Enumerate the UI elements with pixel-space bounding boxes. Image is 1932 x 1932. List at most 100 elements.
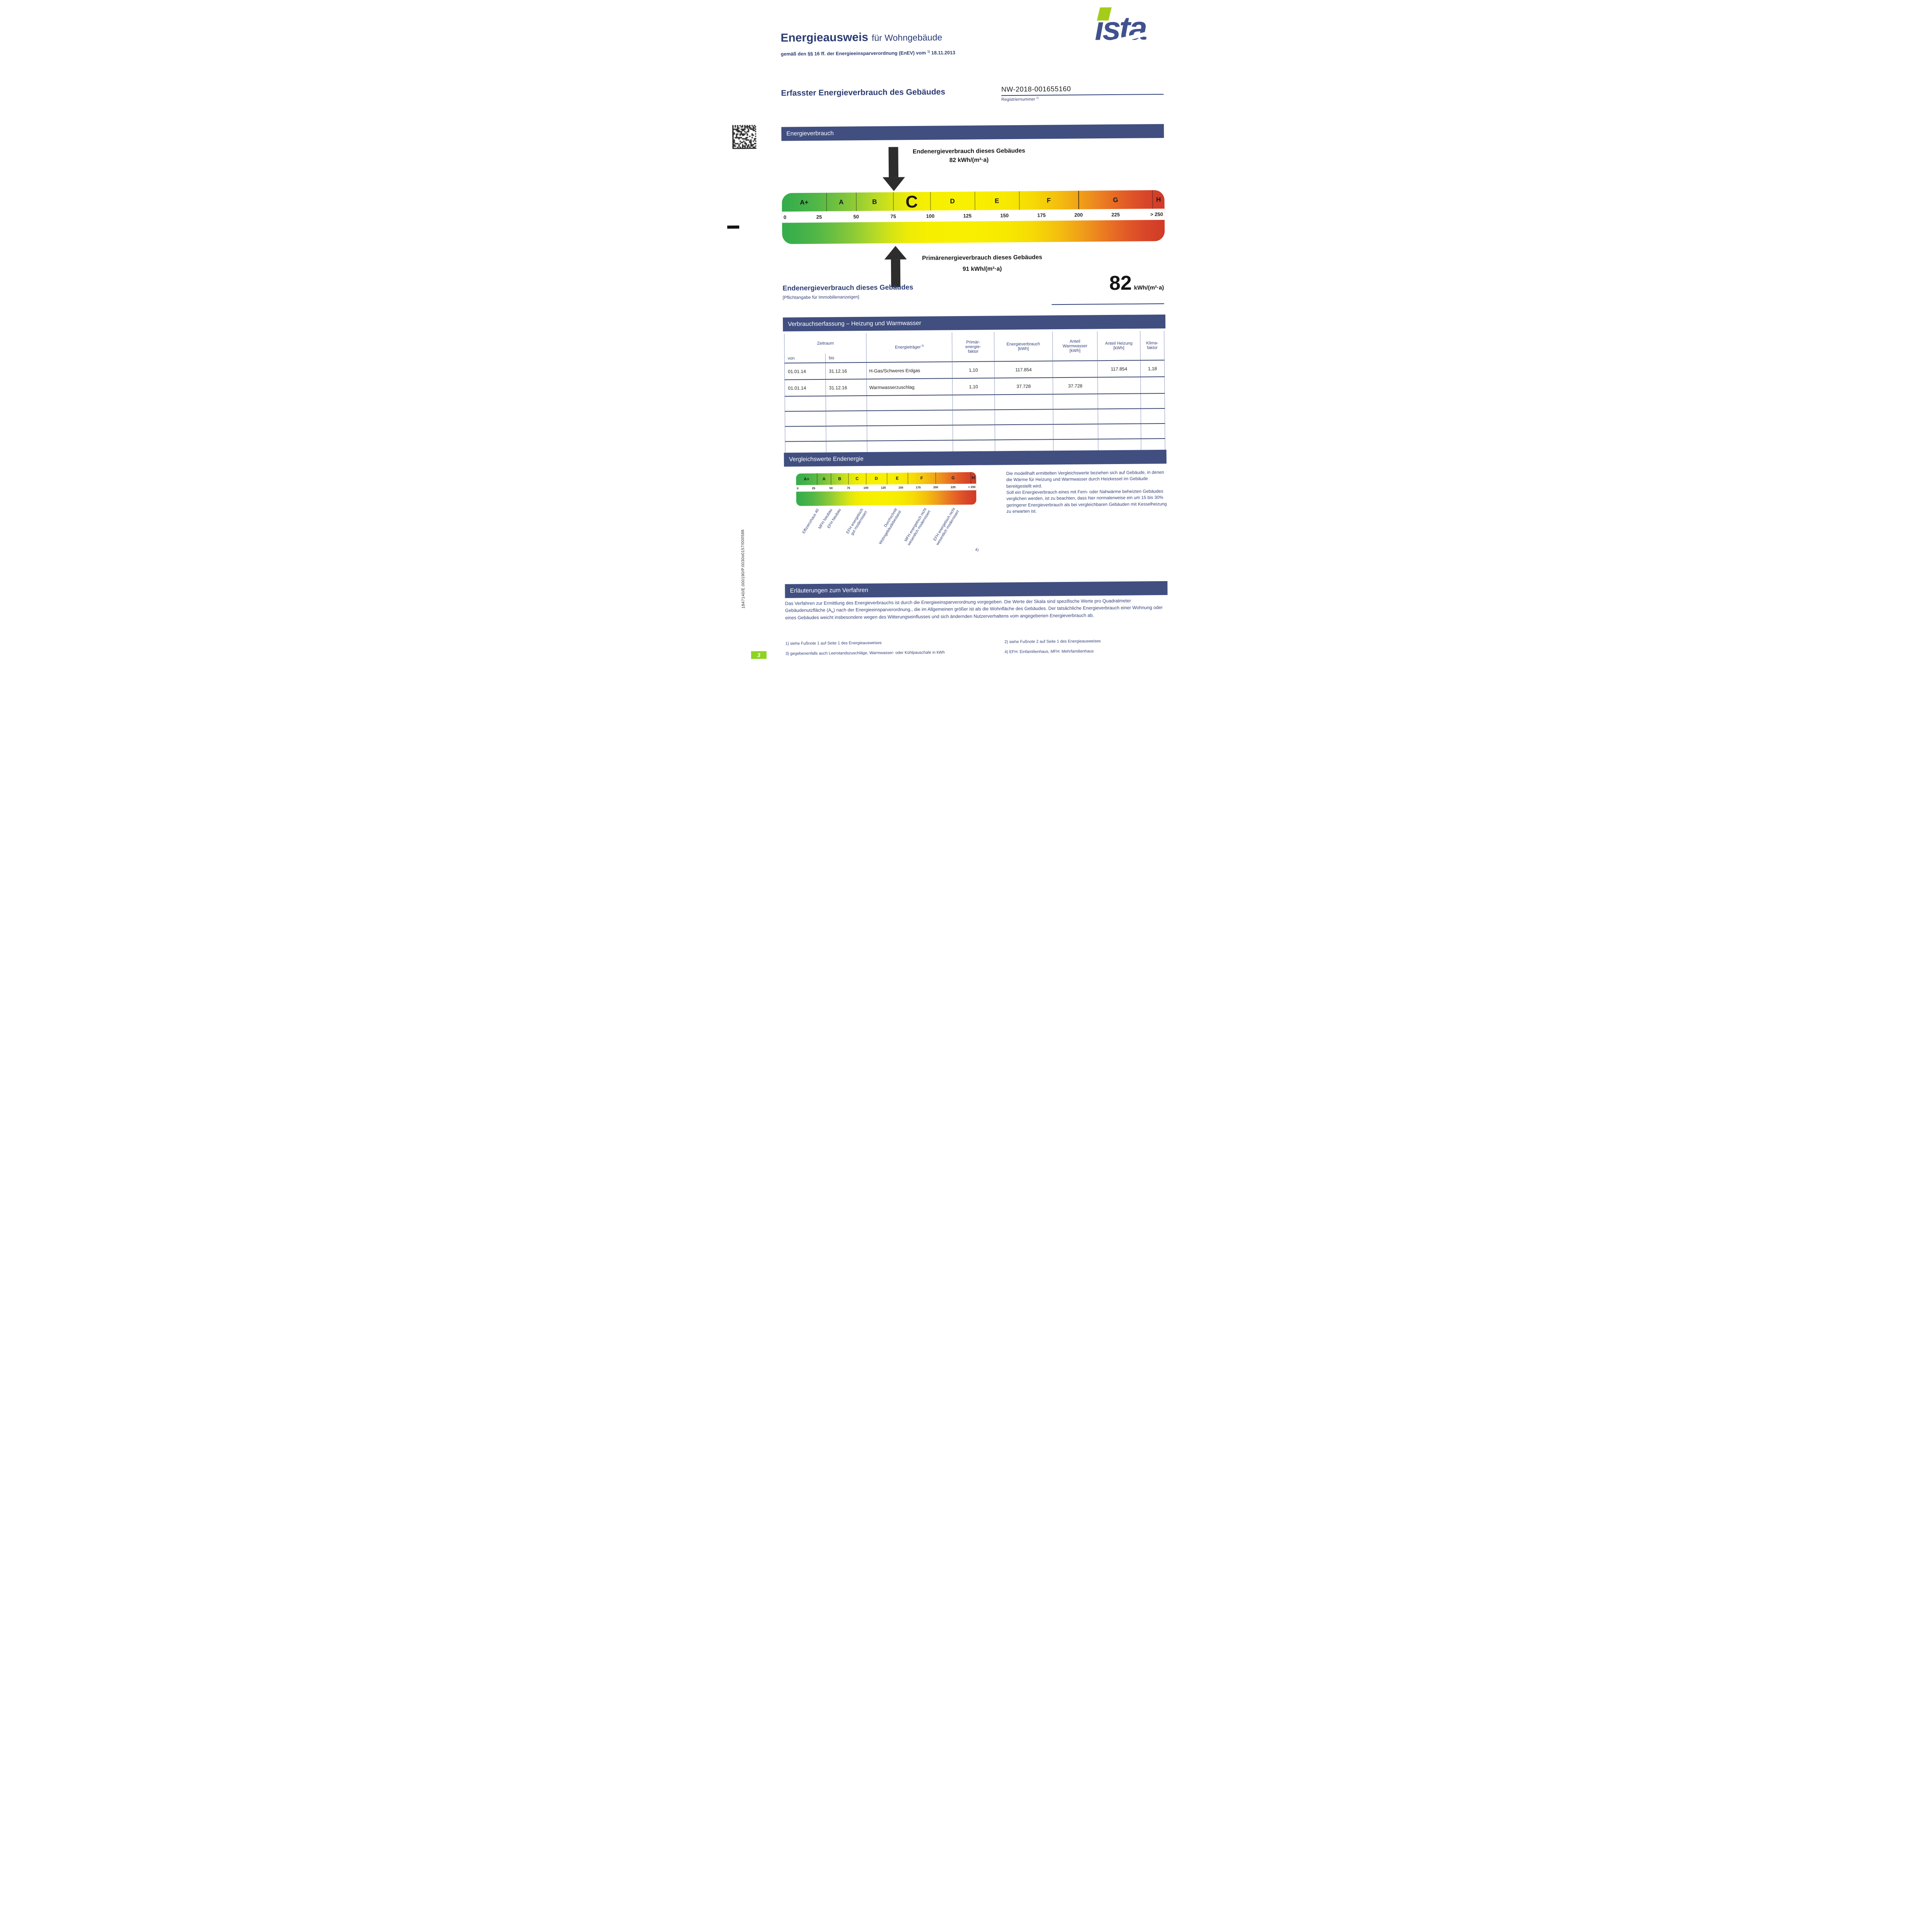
table-cell	[867, 410, 953, 426]
document-title: Energieausweis für Wohngebäude	[781, 30, 942, 44]
primary-energy-arrow-value: 91 kWh/(m²·a)	[963, 265, 1002, 273]
comparison-paragraph-2: Soll ein Energieverbrauch eines mit Fern…	[1006, 489, 1167, 514]
class-divider	[893, 192, 894, 211]
scale-tick: 150	[1000, 213, 1009, 219]
logo-letter-i: ı	[1094, 10, 1103, 48]
scale-tick: 75	[890, 213, 896, 219]
table-cell	[995, 424, 1053, 440]
document-side-code: 1847140/E.000190/P.0030o0157/000586	[740, 529, 746, 609]
energy-certificate-page: 1847140/E.000190/P.0030o0157/000586 3 ıs…	[723, 0, 1209, 671]
class-letter-F: F	[920, 476, 923, 481]
comparison-footnote-marker: 4)	[975, 548, 979, 552]
down-arrow-icon	[888, 147, 899, 177]
class-letter-A+: A+	[804, 477, 810, 482]
class-divider	[1019, 191, 1020, 210]
table-cell	[1141, 423, 1165, 439]
scanned-sheet: 1847140/E.000190/P.0030o0157/000586 3 ıs…	[723, 0, 1209, 671]
footnote-4: 4) EFH: Einfamilienhaus, MFH: Mehrfamili…	[1004, 649, 1094, 655]
class-letter-D: D	[874, 476, 878, 481]
registration-label-text: Registriernummer	[1001, 97, 1035, 102]
registration-footnote-marker: 2)	[1036, 97, 1039, 100]
table-cell: 37.728	[994, 378, 1053, 395]
table-header-cell: Anteil Warmwasser [kWh]	[1052, 331, 1098, 361]
table-cell: 01.01.14	[784, 379, 826, 396]
end-energy-underline	[1051, 303, 1164, 305]
table-cell	[1053, 394, 1098, 410]
class-letter-E: E	[995, 197, 999, 205]
class-letter-G: G	[951, 476, 955, 481]
energietraeger-label: Energieträger	[895, 345, 921, 350]
table-header-cell: Primär- energie- faktor	[952, 332, 994, 362]
datamatrix-code	[732, 125, 757, 149]
table-cell	[785, 426, 827, 442]
scale-tick: 25	[812, 486, 815, 490]
scale-tick: 225	[1111, 211, 1120, 218]
document-subtitle: gemäß den §§ 16 ff. der Energieeinsparve…	[781, 49, 956, 57]
end-energy-number: 82	[1109, 272, 1132, 295]
table-cell: 31.12.16	[825, 362, 867, 379]
registration-label: Registriernummer 2)	[1001, 96, 1163, 102]
scale-tick: 150	[898, 486, 903, 490]
table-header-cell: Anteil Heizung [kWh]	[1097, 331, 1141, 361]
comparison-scale: A+ A B C D E F G H 0 25 50 75 100 125 150 175 200 225 > 250	[796, 472, 976, 506]
comparison-paragraph-1: Die modellhaft ermittelten Vergleichswer…	[1006, 470, 1164, 489]
comparison-label: EFH energetisch gut modernisiert	[845, 508, 868, 536]
scale-tick: 100	[926, 213, 935, 219]
scale-tick: > 250	[1150, 211, 1163, 218]
energietraeger-footnote-marker: 3)	[920, 345, 924, 348]
class-letter-B: B	[872, 198, 877, 206]
subtitle-text: gemäß den §§ 16 ff. der Energieeinsparve…	[781, 50, 926, 57]
table-row: 01.01.14 31.12.16 Warmwasserzuschlag 1,10 37…	[784, 376, 1165, 396]
table-cell: 1,18	[1140, 360, 1165, 377]
footnote-3: 3) gegebenenfalls auch Leerstandszuschlä…	[785, 650, 945, 656]
table-cell	[994, 409, 1053, 425]
primary-energy-arrow-label: Primärenergieverbrauch dieses Gebäudes	[922, 254, 1043, 262]
footnote-1: 1) siehe Fußnote 1 auf Seite 1 des Energ…	[785, 640, 882, 646]
table-cell	[826, 396, 867, 411]
table-subheader-cell: von	[784, 353, 826, 363]
subtitle-footnote-marker: 1)	[927, 49, 930, 53]
scale-tick: 125	[963, 213, 972, 219]
table-cell: 117.854	[994, 361, 1053, 378]
title-sub: für Wohngebäude	[871, 32, 942, 43]
table-cell	[1097, 393, 1141, 409]
table-cell	[953, 425, 995, 440]
table-cell	[1098, 423, 1141, 439]
class-letter-H: H	[1156, 196, 1161, 204]
table-cell	[1098, 408, 1141, 424]
table-header-energietraeger: Energieträger 3)	[866, 332, 952, 363]
energy-class-scale: A+ A B C D E F G H 0 25 50 75 100 125 150 175 200 225 > 250	[782, 190, 1165, 244]
scale-tick: 200	[933, 485, 938, 489]
class-letter-D: D	[950, 197, 955, 205]
section-bar-verbrauchserfassung: Verbrauchserfassung – Heizung und Warmwa…	[782, 314, 1166, 332]
comparison-text: Die modellhaft ermittelten Vergleichswer…	[1006, 469, 1167, 515]
scale-tick: 175	[1037, 212, 1046, 218]
registration-block: NW-2018-001655160 Registriernummer 2)	[1001, 84, 1164, 102]
comparison-label: Effizienzhaus 40	[801, 508, 820, 535]
scale-tick: > 250	[968, 485, 976, 489]
table-cell: 117.854	[1097, 360, 1141, 378]
scale-tick: 25	[816, 214, 822, 220]
table-cell: 37.728	[1053, 377, 1098, 395]
scale-tick: 0	[783, 214, 787, 220]
registration-mark-dash	[727, 225, 740, 229]
class-letter-E: E	[896, 476, 899, 481]
table-cell	[1141, 393, 1165, 409]
table-cell	[1053, 409, 1098, 425]
comparison-label: MFH energetisch nicht wesentlich moderni…	[903, 507, 932, 546]
table-cell	[1053, 424, 1098, 440]
table-cell: 1,10	[952, 361, 995, 379]
table-header-row: Zeitraum Energieträger 3) Primär- energie-…	[784, 330, 1165, 363]
subtitle-date: 18.11.2013	[931, 50, 956, 56]
ista-logo: ısta	[1087, 7, 1209, 56]
table-cell	[867, 395, 953, 411]
table-header-cell: Klima- faktor	[1140, 330, 1165, 361]
table-cell: Warmwasserzuschlag	[867, 378, 953, 396]
table-cell	[826, 411, 867, 426]
scale-tick: 225	[951, 485, 956, 489]
table-row: 01.01.14 31.12.16 H-Gas/Schweres Erdgas 1,1…	[784, 360, 1165, 380]
table-cell	[785, 411, 826, 427]
class-letter-H: H	[971, 475, 975, 480]
class-letter-G: G	[1113, 196, 1118, 204]
section-bar-erlaeuterungen: Erläuterungen zum Verfahren	[785, 581, 1168, 598]
